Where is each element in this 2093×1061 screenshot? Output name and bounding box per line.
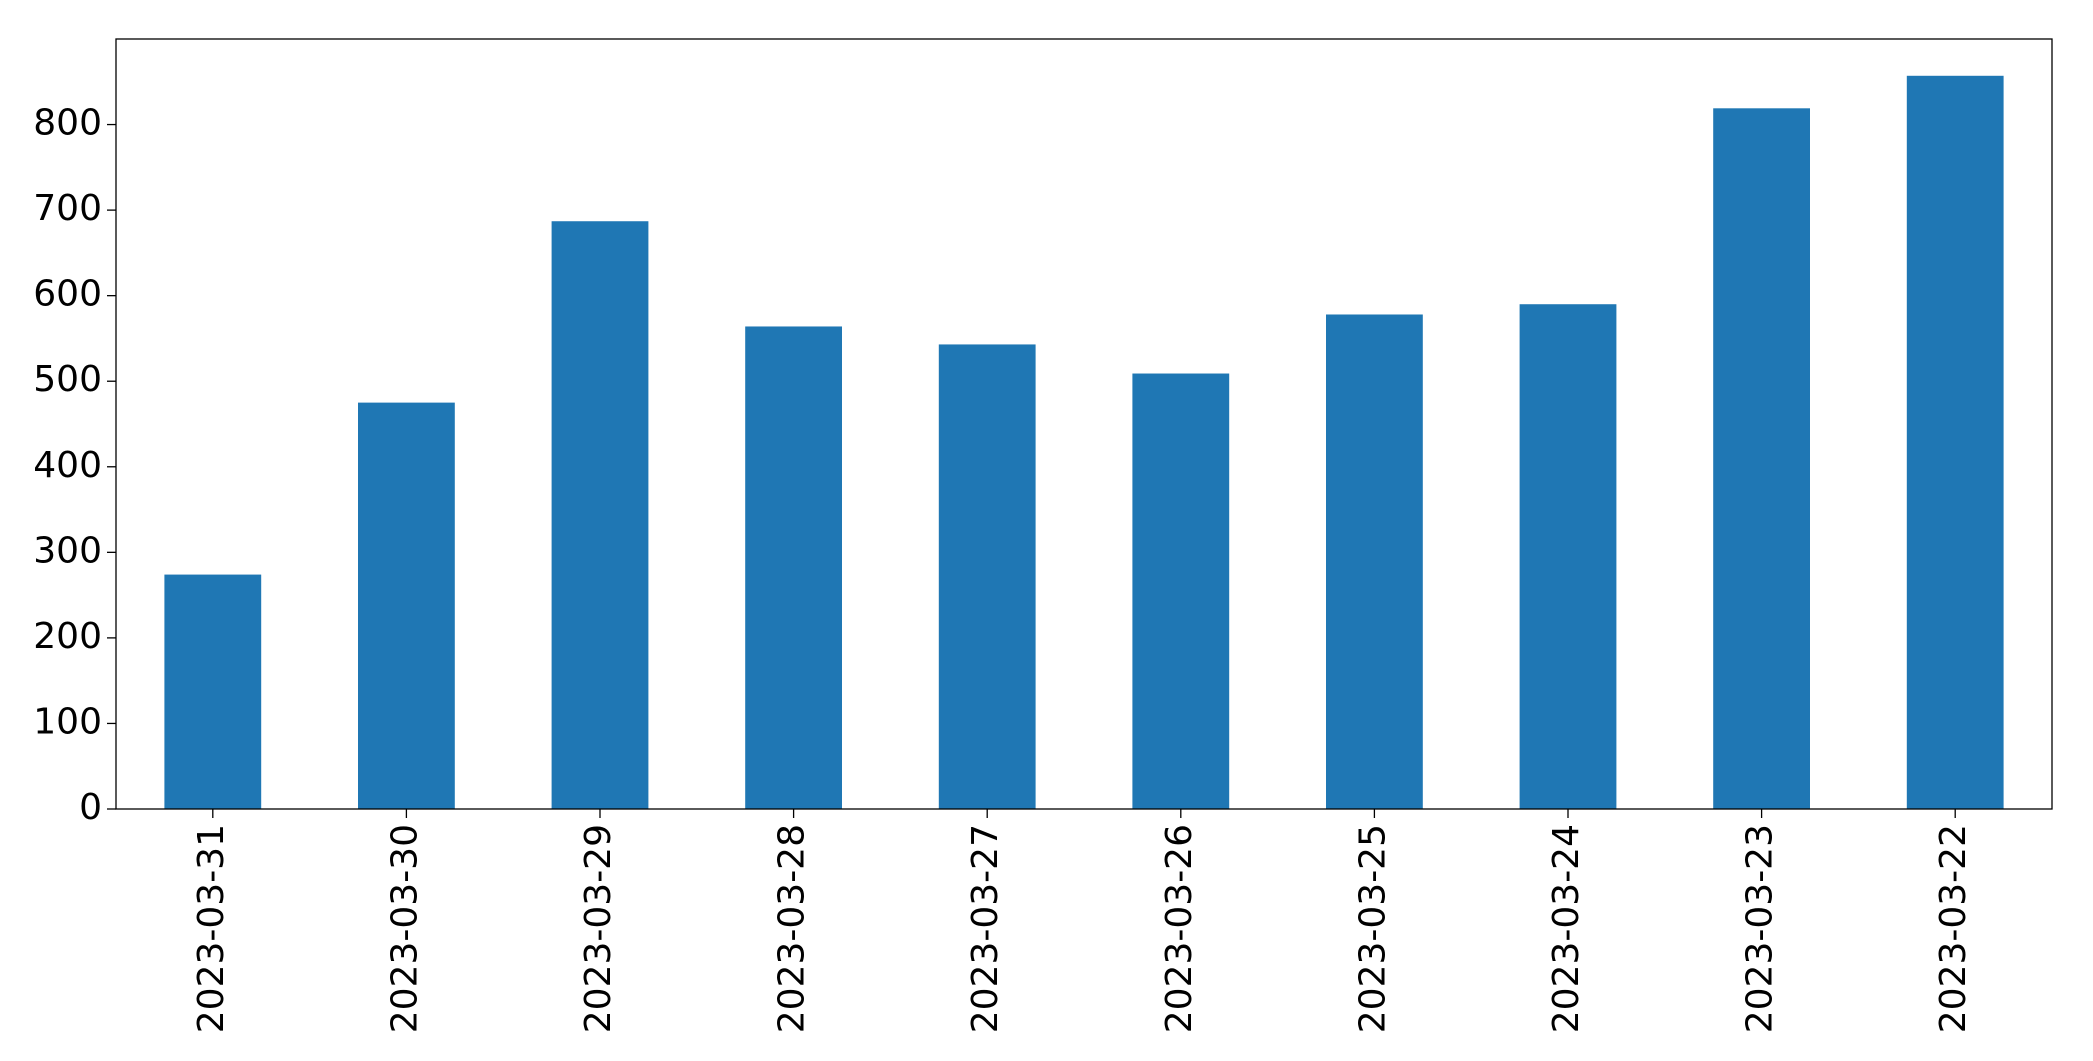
bar [358, 402, 455, 809]
plot-frame [115, 38, 2053, 810]
bar [1326, 314, 1423, 809]
y-tick-label: 500 [33, 359, 102, 400]
x-tick-label: 2023-03-28 [772, 824, 813, 1033]
bar [1519, 304, 1617, 809]
y-tick-label: 300 [33, 530, 102, 571]
y-tick-label: 200 [33, 616, 102, 657]
y-tick-label: 0 [79, 787, 102, 828]
bar [1906, 75, 2004, 810]
bar [1132, 373, 1230, 809]
bar [551, 221, 649, 809]
x-tick-label: 2023-03-29 [578, 824, 619, 1033]
y-tick-label: 600 [33, 274, 102, 315]
y-tick-label: 700 [33, 188, 102, 229]
x-tick-label: 2023-03-22 [1933, 824, 1974, 1033]
x-tick-label: 2023-03-24 [1546, 824, 1587, 1033]
x-tick-label: 2023-03-26 [1159, 824, 1200, 1033]
y-tick-label: 400 [33, 445, 102, 486]
x-tick-label: 2023-03-27 [965, 824, 1006, 1033]
bar [745, 326, 842, 809]
y-tick-label: 100 [33, 701, 102, 742]
bar [164, 574, 262, 809]
x-tick-label: 2023-03-23 [1740, 824, 1781, 1033]
x-tick-label: 2023-03-31 [191, 824, 232, 1033]
x-tick-label: 2023-03-30 [384, 824, 425, 1033]
x-tick-label: 2023-03-25 [1352, 824, 1393, 1033]
bar [1713, 108, 1810, 810]
bar [938, 344, 1036, 809]
y-tick-label: 800 [33, 103, 102, 144]
